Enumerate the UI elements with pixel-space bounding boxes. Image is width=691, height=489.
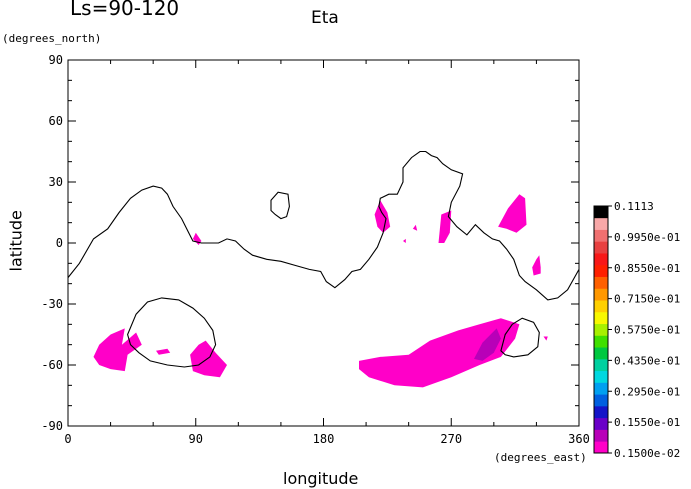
filled-region-12 [474,328,501,361]
x-tick-label-180: 180 [313,432,335,446]
filled-region-1 [190,340,227,378]
colorbar-label: 0.8550e-01 [614,262,680,275]
contour-lines [67,150,580,368]
colorbar-swatch-12 [594,300,608,313]
colorbar-swatch-5 [594,382,608,395]
colorbar-label: 0.2950e-01 [614,385,680,398]
y-tick-label--30: -30 [41,297,63,311]
colorbar-swatch-8 [594,347,608,360]
colorbar-swatch-11 [594,311,608,325]
colorbar-swatch-10 [594,323,608,336]
y-units-label: (degrees_north) [2,32,102,45]
filled-region-0 [93,328,142,372]
y-tick-label--90: -90 [41,419,63,433]
colorbar-label: 0.7150e-01 [614,293,680,306]
colorbar-swatch-20 [594,206,608,219]
colorbar-label: 0.9950e-01 [614,231,680,244]
filled-region-9 [532,255,541,276]
contour-basin-sw [127,297,217,368]
colorbar-swatch-19 [594,217,608,230]
filled-region-4 [374,200,391,233]
colorbar: 0.1113 0.9950e-01 0.8550e-01 0.7150e-01 0.57… [593,200,680,460]
colorbar-swatch-7 [594,358,608,372]
colorbar-swatch-1 [594,429,608,442]
colorbar-swatch-14 [594,276,608,289]
colorbar-swatch-4 [594,394,608,407]
y-tick-label-0: 0 [56,236,63,250]
filled-region-10 [543,336,548,341]
colorbar-swatch-16 [594,253,608,266]
colorbar-swatch-0 [594,441,608,454]
colorbar-swatch-3 [594,405,608,419]
filled-region-8 [498,194,527,233]
contour-basin-se [500,317,540,358]
colorbar-swatch-9 [594,335,608,348]
y-axis-label: latitude [6,210,26,272]
filled-region-11 [359,318,520,388]
filled-region-2 [156,348,171,355]
colorbar-swatch-15 [594,264,608,277]
y-tick-label-60: 60 [49,114,63,128]
colorbar-swatch-17 [594,241,608,254]
colorbar-label: 0.1113 [614,200,654,213]
contour-coastline [67,150,580,301]
colorbar-label: 0.4350e-01 [614,354,680,367]
y-tick-label-30: 30 [49,175,63,189]
plot-background [68,60,579,426]
filled-region-7 [438,210,452,243]
colorbar-label: 0.5750e-01 [614,324,680,337]
x-units-label: (degrees_east) [494,451,587,464]
x-tick-label-90: 90 [189,432,203,446]
colorbar-label: 0.1500e-02 [614,447,680,460]
contour-island-30n [270,191,290,220]
chart-title: Eta [311,8,339,28]
y-tick-label--60: -60 [41,358,63,372]
x-tick-label-270: 270 [440,432,462,446]
colorbar-swatch-18 [594,229,608,242]
filled-region-6 [403,238,406,243]
colorbar-swatch-13 [594,288,608,301]
colorbar-swatch-6 [594,370,608,383]
axes: 0 90 180 270 360 90 60 30 0 -30 -60 -90 [41,53,590,446]
y-tick-label-90: 90 [49,53,63,67]
x-tick-label-360: 360 [568,432,590,446]
x-tick-label-0: 0 [64,432,71,446]
x-axis-label: longitude [283,469,359,488]
filled-region-5 [412,224,418,231]
season-label: Ls=90-120 [70,0,180,20]
colorbar-swatch-2 [594,417,608,430]
colorbar-label: 0.1550e-01 [614,416,680,429]
